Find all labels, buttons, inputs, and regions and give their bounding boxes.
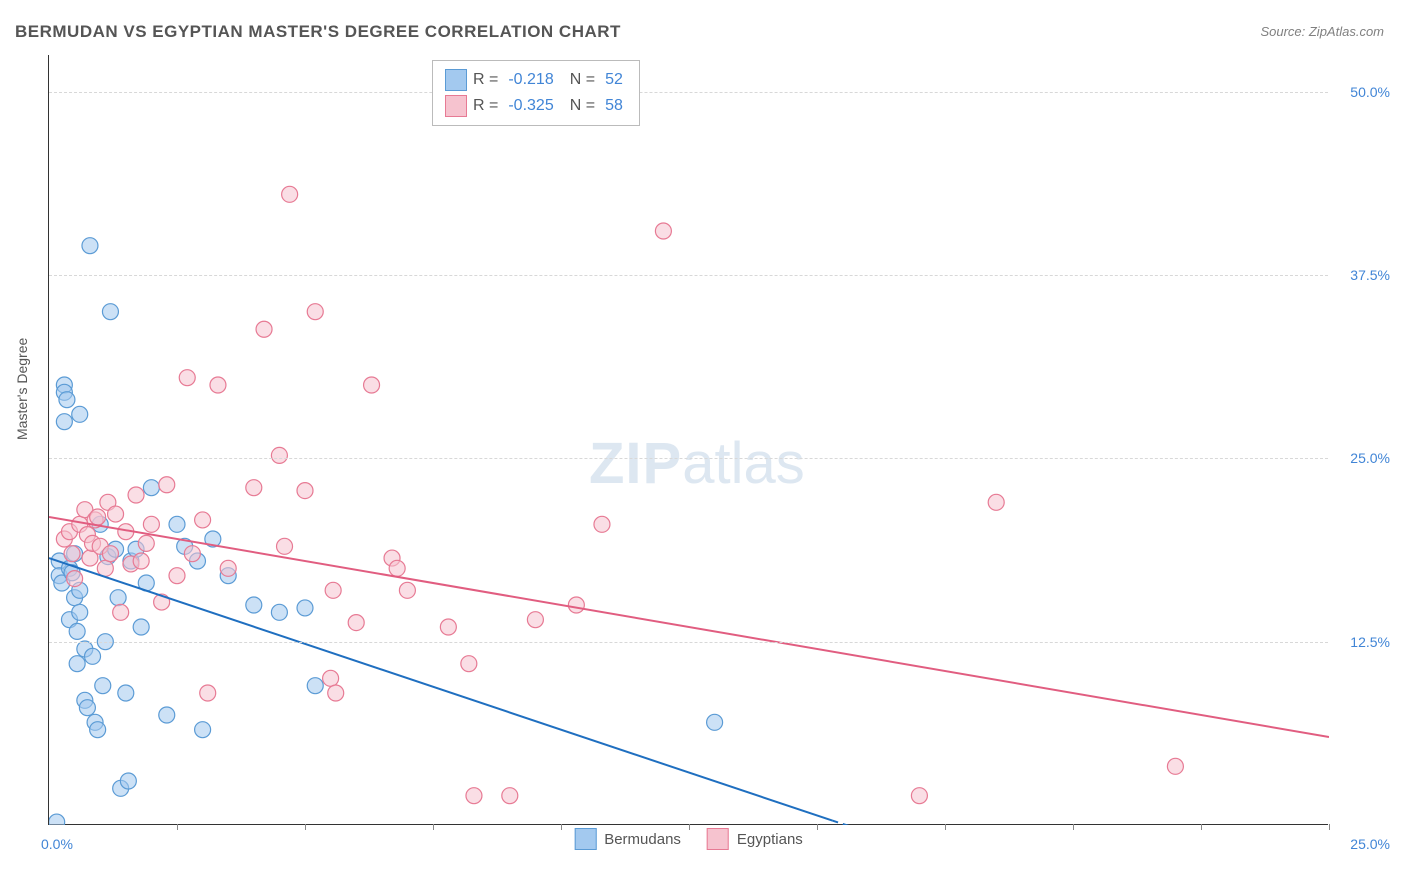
y-tick-label: 12.5% — [1335, 634, 1390, 650]
x-tick-mark — [305, 824, 306, 830]
x-origin-tick: 0.0% — [41, 836, 73, 852]
plot-area: ZIPatlas 0.0% 25.0% Bermudans Egyptians … — [48, 55, 1328, 825]
gridline — [49, 275, 1328, 276]
n-label: N = — [570, 71, 595, 89]
r-value-egyptians: -0.325 — [504, 97, 557, 115]
gridline — [49, 642, 1328, 643]
x-tick-mark — [945, 824, 946, 830]
y-tick-label: 37.5% — [1335, 267, 1390, 283]
stats-row-bermudans: R = -0.218 N = 52 — [445, 67, 627, 93]
legend-item-egyptians: Egyptians — [707, 828, 803, 850]
scatter-plot-svg — [49, 55, 1329, 825]
y-axis-label: Master's Degree — [14, 338, 30, 440]
n-value-egyptians: 58 — [601, 97, 627, 115]
x-tick-mark — [817, 824, 818, 830]
legend: Bermudans Egyptians — [574, 828, 803, 850]
y-tick-label: 50.0% — [1335, 84, 1390, 100]
egyptians-swatch-icon — [445, 95, 467, 117]
x-tick-mark — [177, 824, 178, 830]
gridline — [49, 458, 1328, 459]
x-tick-mark — [1073, 824, 1074, 830]
legend-item-bermudans: Bermudans — [574, 828, 681, 850]
n-label: N = — [570, 97, 595, 115]
n-value-bermudans: 52 — [601, 71, 627, 89]
r-label: R = — [473, 97, 498, 115]
x-tick-mark — [1201, 824, 1202, 830]
source-attribution: Source: ZipAtlas.com — [1260, 24, 1384, 39]
x-tick-mark — [689, 824, 690, 830]
stats-box: R = -0.218 N = 52 R = -0.325 N = 58 — [432, 60, 640, 126]
x-tick-mark — [1329, 824, 1330, 830]
stats-row-egyptians: R = -0.325 N = 58 — [445, 93, 627, 119]
x-tick-mark — [561, 824, 562, 830]
r-label: R = — [473, 71, 498, 89]
x-max-tick: 25.0% — [1350, 836, 1390, 852]
r-value-bermudans: -0.218 — [504, 71, 557, 89]
legend-label-egyptians: Egyptians — [737, 831, 803, 848]
egyptians-swatch-icon — [707, 828, 729, 850]
bermudans-swatch-icon — [445, 69, 467, 91]
bermudans-swatch-icon — [574, 828, 596, 850]
chart-title: BERMUDAN VS EGYPTIAN MASTER'S DEGREE COR… — [15, 22, 621, 42]
gridline — [49, 92, 1328, 93]
y-tick-label: 25.0% — [1335, 450, 1390, 466]
legend-label-bermudans: Bermudans — [604, 831, 681, 848]
x-tick-mark — [433, 824, 434, 830]
